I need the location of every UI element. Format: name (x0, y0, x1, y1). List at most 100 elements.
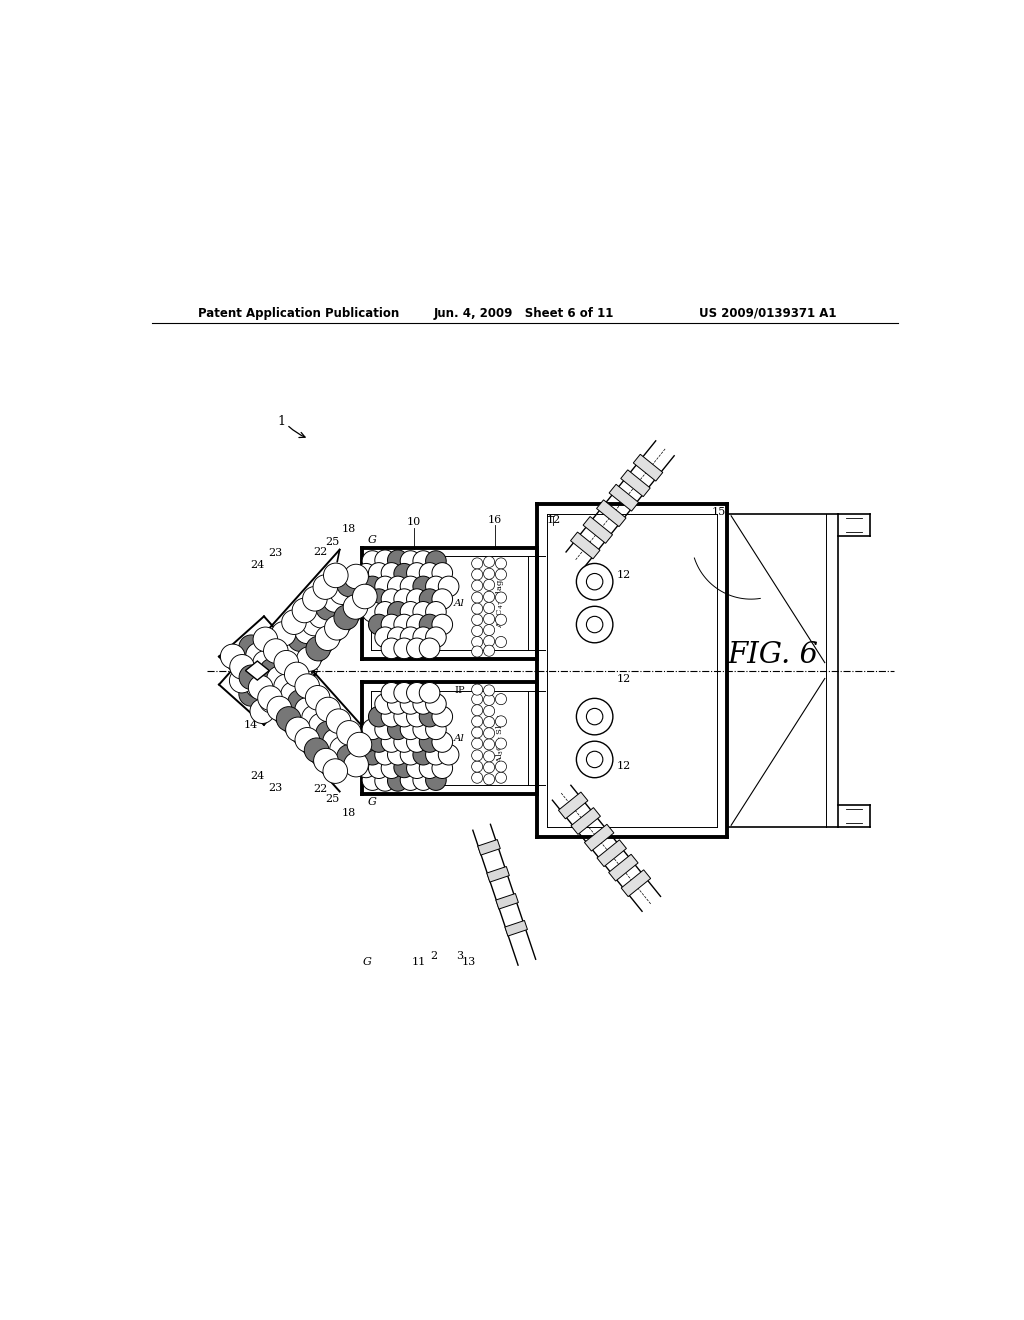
Text: 16: 16 (487, 515, 502, 525)
Circle shape (496, 614, 507, 626)
Text: 22: 22 (313, 548, 328, 557)
Circle shape (483, 602, 495, 614)
Polygon shape (486, 866, 509, 882)
Circle shape (375, 771, 395, 791)
Circle shape (577, 698, 613, 735)
Text: 13: 13 (462, 957, 476, 966)
Circle shape (369, 731, 389, 752)
Circle shape (381, 614, 401, 635)
Circle shape (344, 564, 369, 589)
Text: 12: 12 (616, 760, 631, 771)
Text: 12: 12 (546, 515, 560, 525)
Circle shape (229, 655, 254, 678)
Circle shape (253, 627, 278, 652)
Circle shape (496, 569, 507, 579)
Circle shape (496, 762, 507, 772)
Circle shape (375, 550, 395, 570)
Circle shape (472, 693, 482, 705)
Circle shape (587, 573, 603, 590)
Circle shape (394, 706, 415, 727)
Text: G: G (368, 535, 377, 545)
Circle shape (472, 569, 482, 579)
Circle shape (315, 595, 340, 620)
Circle shape (483, 685, 495, 696)
Circle shape (355, 758, 377, 777)
Circle shape (419, 562, 440, 583)
Text: 25: 25 (326, 795, 340, 804)
Circle shape (375, 627, 395, 648)
Circle shape (472, 591, 482, 603)
Text: G: G (368, 796, 377, 807)
Text: 23: 23 (268, 548, 283, 558)
Circle shape (324, 564, 348, 587)
Circle shape (432, 758, 453, 779)
Circle shape (394, 682, 415, 704)
Text: Al$_3$C$_4$- Slag: Al$_3$C$_4$- Slag (495, 578, 506, 628)
Circle shape (472, 626, 482, 636)
Circle shape (407, 638, 427, 659)
Text: 1: 1 (278, 414, 285, 428)
Circle shape (413, 550, 433, 572)
Circle shape (407, 731, 427, 752)
Circle shape (496, 558, 507, 569)
Text: 12: 12 (616, 673, 631, 684)
Circle shape (295, 727, 319, 752)
Circle shape (274, 651, 299, 675)
Circle shape (400, 719, 421, 739)
Circle shape (239, 635, 263, 660)
Polygon shape (597, 840, 627, 867)
Circle shape (344, 752, 369, 777)
Circle shape (278, 668, 302, 692)
Text: ←: ← (298, 657, 307, 668)
Circle shape (496, 636, 507, 648)
Circle shape (295, 673, 319, 698)
Circle shape (271, 622, 296, 647)
Circle shape (267, 696, 292, 721)
Circle shape (426, 576, 446, 597)
Circle shape (400, 744, 421, 766)
Circle shape (472, 614, 482, 626)
Circle shape (496, 772, 507, 783)
Text: 18: 18 (341, 524, 355, 533)
Text: 11: 11 (412, 957, 426, 966)
Circle shape (253, 651, 278, 676)
Circle shape (472, 603, 482, 614)
Circle shape (249, 676, 273, 700)
Circle shape (496, 715, 507, 727)
Circle shape (496, 738, 507, 750)
Polygon shape (585, 824, 614, 851)
Text: 24: 24 (250, 560, 264, 570)
Circle shape (577, 742, 613, 777)
Text: 14: 14 (244, 721, 258, 730)
Circle shape (483, 739, 495, 750)
Circle shape (330, 579, 354, 605)
Circle shape (355, 564, 377, 583)
Circle shape (394, 638, 415, 659)
Text: OP: OP (429, 774, 443, 783)
Circle shape (413, 719, 433, 739)
Circle shape (246, 643, 270, 668)
Circle shape (375, 576, 395, 597)
Circle shape (355, 589, 377, 610)
Circle shape (419, 731, 440, 752)
Circle shape (394, 731, 415, 752)
Circle shape (413, 744, 433, 766)
Circle shape (362, 602, 383, 622)
Circle shape (426, 693, 446, 714)
Text: 23: 23 (268, 783, 283, 793)
Circle shape (483, 568, 495, 579)
Circle shape (483, 727, 495, 739)
Circle shape (407, 758, 427, 779)
Text: Al$_3$C$_4$- Slag: Al$_3$C$_4$- Slag (495, 713, 506, 763)
Circle shape (375, 719, 395, 739)
Circle shape (400, 693, 421, 714)
Circle shape (381, 562, 401, 583)
Circle shape (400, 576, 421, 597)
Circle shape (394, 564, 415, 583)
Text: Al: Al (455, 734, 465, 743)
Circle shape (297, 647, 322, 672)
Circle shape (407, 562, 427, 583)
Polygon shape (505, 920, 527, 936)
Circle shape (413, 693, 433, 714)
Circle shape (327, 709, 351, 734)
